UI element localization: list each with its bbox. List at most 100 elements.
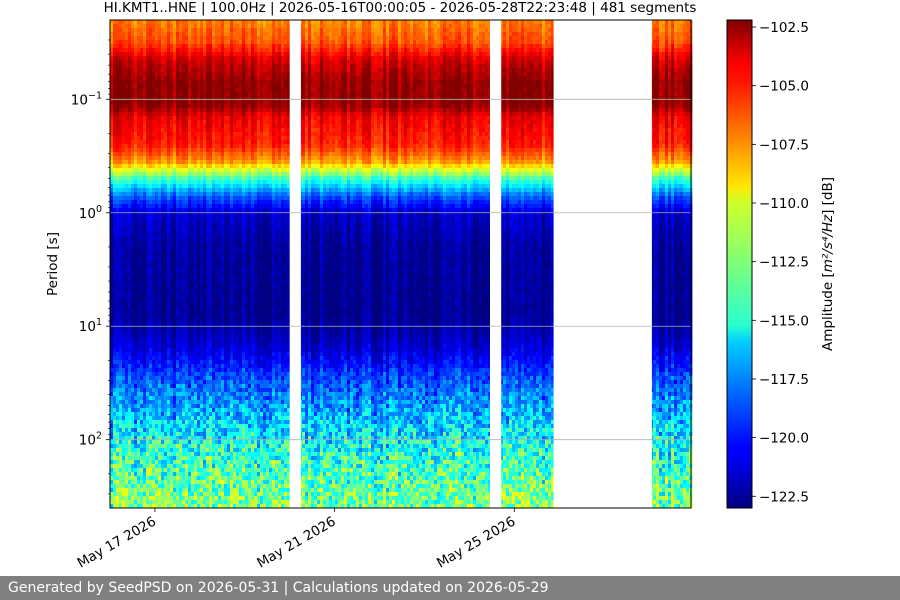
heatmap-cell [140, 108, 144, 113]
heatmap-cell [191, 404, 195, 409]
heatmap-cell [194, 296, 198, 301]
heatmap-cell [131, 60, 135, 65]
heatmap-cell [134, 356, 138, 361]
heatmap-cell [122, 308, 126, 313]
heatmap-cell [206, 392, 210, 397]
heatmap-cell [200, 264, 204, 269]
heatmap-cell [221, 172, 225, 177]
heatmap-cell [113, 152, 117, 157]
heatmap-cell [122, 280, 126, 285]
heatmap-cell [140, 412, 144, 417]
heatmap-cell [167, 24, 171, 29]
heatmap-cell [209, 60, 213, 65]
heatmap-cell [200, 72, 204, 77]
heatmap-cell [197, 456, 201, 461]
heatmap-cell [188, 404, 192, 409]
heatmap-cell [140, 112, 144, 117]
heatmap-cell [119, 40, 123, 45]
heatmap-cell [188, 68, 192, 73]
heatmap-cell [221, 488, 225, 493]
heatmap-cell [143, 360, 147, 365]
heatmap-cell [167, 44, 171, 49]
heatmap-cell [134, 352, 138, 357]
heatmap-cell [143, 40, 147, 45]
heatmap-cell [176, 272, 180, 277]
heatmap-cell [128, 292, 132, 297]
heatmap-cell [212, 232, 216, 237]
heatmap-cell [170, 272, 174, 277]
heatmap-cell [122, 92, 126, 97]
heatmap-cell [194, 80, 198, 85]
heatmap-cell [182, 208, 186, 213]
heatmap-cell [119, 308, 123, 313]
heatmap-cell [113, 488, 117, 493]
heatmap-cell [227, 124, 231, 129]
heatmap-cell [110, 376, 114, 381]
heatmap-cell [149, 140, 153, 145]
heatmap-cell [221, 284, 225, 289]
heatmap-cell [113, 40, 117, 45]
heatmap-cell [167, 32, 171, 37]
heatmap-cell [200, 268, 204, 273]
heatmap-cell [146, 408, 150, 413]
heatmap-cell [206, 96, 210, 101]
heatmap-cell [131, 252, 135, 257]
heatmap-cell [167, 84, 171, 89]
heatmap-cell [188, 364, 192, 369]
heatmap-cell [215, 92, 219, 97]
heatmap-cell [203, 192, 207, 197]
heatmap-cell [227, 396, 231, 401]
heatmap-cell [113, 420, 117, 425]
heatmap-cell [137, 276, 141, 281]
heatmap-cell [146, 136, 150, 141]
heatmap-cell [185, 156, 189, 161]
heatmap-cell [113, 192, 117, 197]
heatmap-cell [140, 32, 144, 37]
heatmap-cell [170, 436, 174, 441]
heatmap-cell [191, 296, 195, 301]
heatmap-cell [110, 480, 114, 485]
heatmap-cell [110, 336, 114, 341]
heatmap-cell [131, 372, 135, 377]
heatmap-cell [146, 332, 150, 337]
heatmap-cell [125, 180, 129, 185]
heatmap-cell [155, 200, 159, 205]
heatmap-cell [176, 132, 180, 137]
heatmap-cell [140, 20, 144, 25]
heatmap-cell [191, 488, 195, 493]
heatmap-cell [161, 188, 165, 193]
heatmap-cell [131, 160, 135, 165]
heatmap-cell [140, 232, 144, 237]
heatmap-cell [185, 328, 189, 333]
heatmap-cell [197, 460, 201, 465]
heatmap-cell [209, 28, 213, 33]
heatmap-cell [113, 268, 117, 273]
heatmap-cell [158, 80, 162, 85]
heatmap-cell [200, 376, 204, 381]
heatmap-cell [182, 308, 186, 313]
heatmap-cell [146, 68, 150, 73]
heatmap-cell [194, 336, 198, 341]
heatmap-cell [212, 204, 216, 209]
heatmap-cell [155, 152, 159, 157]
heatmap-cell [230, 164, 234, 169]
heatmap-cell [221, 268, 225, 273]
heatmap-cell [176, 484, 180, 489]
heatmap-cell [176, 352, 180, 357]
heatmap-cell [134, 312, 138, 317]
heatmap-cell [155, 360, 159, 365]
heatmap-cell [200, 48, 204, 53]
heatmap-cell [221, 320, 225, 325]
heatmap-cell [197, 396, 201, 401]
heatmap-cell [185, 496, 189, 501]
heatmap-cell [164, 312, 168, 317]
heatmap-cell [143, 356, 147, 361]
heatmap-cell [221, 388, 225, 393]
heatmap-cell [167, 28, 171, 33]
heatmap-cell [137, 412, 141, 417]
heatmap-cell [158, 100, 162, 105]
heatmap-cell [110, 408, 114, 413]
heatmap-cell [116, 392, 120, 397]
heatmap-cell [197, 380, 201, 385]
heatmap-cell [164, 84, 168, 89]
